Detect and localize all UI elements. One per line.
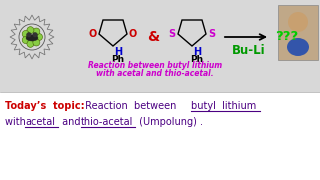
Text: with acetal and thio-acetal.: with acetal and thio-acetal.: [96, 69, 214, 78]
Text: Bu-Li: Bu-Li: [232, 44, 266, 57]
Bar: [0, 92, 320, 180]
Circle shape: [27, 40, 34, 47]
Text: butyl  lithium: butyl lithium: [191, 101, 256, 111]
Bar: [278, 5, 318, 60]
Text: (Umpolung) .: (Umpolung) .: [136, 117, 203, 127]
Circle shape: [22, 30, 29, 37]
Ellipse shape: [287, 38, 309, 56]
Text: Reaction  between: Reaction between: [82, 101, 180, 111]
Text: thio-acetal: thio-acetal: [81, 117, 133, 127]
Text: O: O: [129, 29, 137, 39]
Circle shape: [33, 33, 37, 37]
Text: S: S: [168, 29, 176, 39]
Circle shape: [36, 33, 43, 40]
Bar: [0, 0, 320, 92]
Text: and: and: [59, 117, 84, 127]
Text: H: H: [193, 47, 201, 57]
Text: Reaction between butyl lithium: Reaction between butyl lithium: [88, 60, 222, 69]
Text: with: with: [5, 117, 29, 127]
Circle shape: [288, 12, 308, 32]
Text: Today’s  topic:: Today’s topic:: [5, 101, 84, 111]
Text: acetal: acetal: [25, 117, 55, 127]
Circle shape: [27, 27, 34, 34]
Circle shape: [27, 33, 31, 37]
Text: O: O: [89, 29, 97, 39]
Text: Ph: Ph: [190, 55, 204, 64]
Text: ???: ???: [275, 30, 298, 44]
Circle shape: [33, 28, 40, 35]
Circle shape: [33, 39, 40, 46]
Text: H: H: [114, 47, 122, 57]
Circle shape: [22, 37, 29, 44]
Ellipse shape: [26, 35, 38, 41]
Text: &: &: [147, 30, 159, 44]
Text: Ph: Ph: [111, 55, 124, 64]
Text: S: S: [208, 29, 216, 39]
